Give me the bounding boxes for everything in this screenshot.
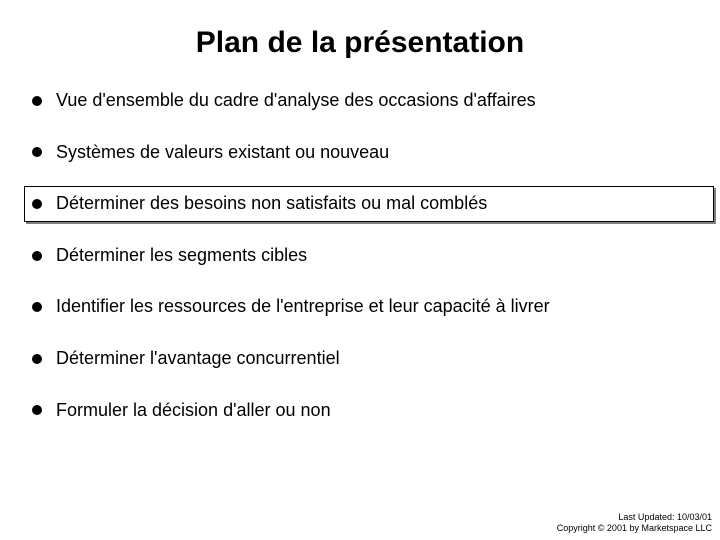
bullet-dot-icon xyxy=(32,405,42,415)
bullet-text: Systèmes de valeurs existant ou nouveau xyxy=(56,142,389,164)
bullet-text: Identifier les ressources de l'entrepris… xyxy=(56,296,550,318)
bullet-text: Déterminer des besoins non satisfaits ou… xyxy=(56,193,487,215)
bullet-text: Déterminer les segments cibles xyxy=(56,245,307,267)
list-item: Déterminer l'avantage concurrentiel xyxy=(30,348,690,370)
bullet-dot-icon xyxy=(32,199,42,209)
bullet-text: Déterminer l'avantage concurrentiel xyxy=(56,348,340,370)
list-item: Vue d'ensemble du cadre d'analyse des oc… xyxy=(30,90,690,112)
bullet-dot-icon xyxy=(32,302,42,312)
slide: Plan de la présentation Vue d'ensemble d… xyxy=(0,0,720,540)
footer-copyright: Copyright © 2001 by Marketspace LLC xyxy=(557,523,712,534)
slide-title: Plan de la présentation xyxy=(30,26,690,60)
bullet-list: Vue d'ensemble du cadre d'analyse des oc… xyxy=(30,90,690,421)
bullet-text: Formuler la décision d'aller ou non xyxy=(56,400,331,422)
footer-updated: Last Updated: 10/03/01 xyxy=(557,512,712,523)
list-item: Déterminer des besoins non satisfaits ou… xyxy=(30,193,690,215)
bullet-dot-icon xyxy=(32,96,42,106)
bullet-text: Vue d'ensemble du cadre d'analyse des oc… xyxy=(56,90,536,112)
bullet-dot-icon xyxy=(32,147,42,157)
list-item: Déterminer les segments cibles xyxy=(30,245,690,267)
list-item: Formuler la décision d'aller ou non xyxy=(30,400,690,422)
footer: Last Updated: 10/03/01 Copyright © 2001 … xyxy=(557,512,712,535)
bullet-dot-icon xyxy=(32,354,42,364)
list-item: Identifier les ressources de l'entrepris… xyxy=(30,296,690,318)
bullet-dot-icon xyxy=(32,251,42,261)
list-item: Systèmes de valeurs existant ou nouveau xyxy=(30,142,690,164)
